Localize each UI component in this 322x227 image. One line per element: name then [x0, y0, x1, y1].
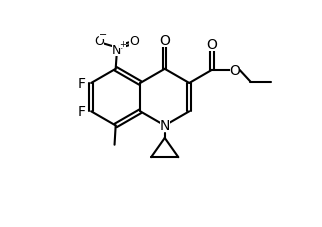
Text: −: − — [99, 30, 107, 40]
Text: F: F — [78, 105, 86, 119]
Text: N: N — [160, 119, 170, 133]
Text: O: O — [129, 35, 139, 47]
Text: O: O — [159, 34, 170, 48]
Text: +: + — [119, 40, 126, 49]
Text: O: O — [206, 38, 217, 52]
Text: N: N — [112, 44, 121, 57]
Text: F: F — [78, 77, 86, 91]
Text: O: O — [230, 64, 241, 77]
Text: O: O — [94, 35, 104, 47]
